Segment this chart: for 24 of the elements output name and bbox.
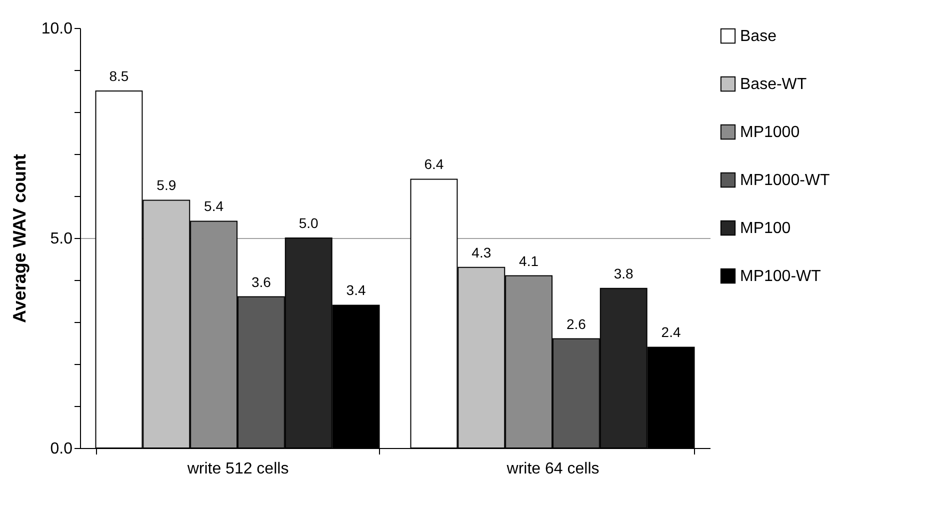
data-label: 2.6 xyxy=(566,316,586,332)
data-label: 4.1 xyxy=(519,252,539,269)
data-label: 3.8 xyxy=(614,265,634,282)
legend-label: MP1000 xyxy=(740,124,800,141)
y-tick-label: 5.0 xyxy=(50,230,73,248)
data-label: 8.5 xyxy=(109,68,129,84)
y-tick-label: 0.0 xyxy=(50,440,73,458)
legend-label: Base xyxy=(740,28,777,45)
legend-label: Base-WT xyxy=(740,76,807,93)
data-label: 5.0 xyxy=(298,215,319,231)
data-label: 3.6 xyxy=(251,274,272,290)
y-axis-title: Average WAV count xyxy=(9,154,30,324)
x-tick-label: write 512 cells xyxy=(186,460,289,478)
data-label: 6.4 xyxy=(424,156,444,172)
legend-label: MP100 xyxy=(740,220,791,237)
data-label: 4.3 xyxy=(472,244,492,260)
data-label: 5.9 xyxy=(156,177,176,194)
data-label: 2.4 xyxy=(661,324,681,340)
legend-label: MP100-WT xyxy=(740,268,822,285)
data-label: 3.4 xyxy=(346,282,366,298)
y-tick-label: 10.0 xyxy=(41,20,73,38)
data-label: 5.4 xyxy=(204,198,224,214)
legend-label: MP1000-WT xyxy=(740,172,830,189)
x-tick-label: write 64 cells xyxy=(506,460,600,478)
